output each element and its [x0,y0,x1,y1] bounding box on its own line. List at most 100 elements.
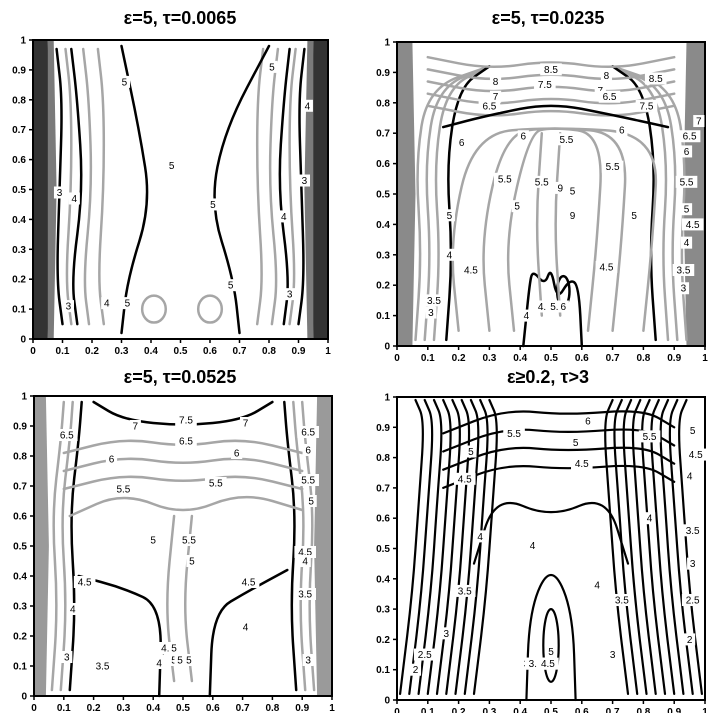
x-tick-label: 0.7 [236,703,250,713]
contour-line [454,398,480,695]
contour-label: 6 [234,449,240,460]
contour-label: 5.5 [559,135,573,146]
contour-line [613,398,639,695]
contour-label-bg [687,424,699,437]
y-tick-label: 0.4 [376,574,390,585]
contour-label-bg [681,524,704,537]
contour-label: 3.5 [427,296,441,307]
contour-label: 5 [548,647,554,658]
contour-label-bg [601,160,624,173]
contour-label: 6.5 [301,428,315,439]
x-tick-label: 0.1 [421,353,435,364]
contour-line [426,104,676,117]
contour-label-bg [453,472,476,485]
contour-line [611,65,679,342]
y-tick-label: 0.1 [12,305,26,316]
contour-label: 5 [269,62,275,73]
contour-label-bg [55,429,78,441]
contour-line [92,400,274,426]
x-tick-label: 0.8 [262,346,276,357]
contour-label-bg [105,453,118,465]
x-tick-label: 0.6 [575,707,589,713]
contour-label-bg [174,654,186,666]
x-tick-label: 0.1 [421,707,435,713]
contour-line [68,495,304,518]
contour-line [255,47,265,326]
x-tick-label: 0.5 [176,703,190,713]
contour-panel-3: ε=5, τ=0.0525 0 0.1 0.2 0.3 0.4 0.5 0.6 0.7 0.8 0.… [13,367,335,713]
contour-label: 4 [477,532,483,543]
contour-line [50,400,66,692]
contour-label: 7.5 [179,416,193,427]
contour-line [62,475,304,491]
y-tick-label: 0.3 [12,245,26,256]
contour-label-bg [638,430,661,443]
contour-line [426,92,676,105]
contour-label: 6 [109,455,115,466]
x-tick-label: 0.5 [544,353,558,364]
contour-label-bg [284,288,296,301]
contour-label-bg [413,648,436,661]
x-tick-label: 0.3 [115,346,129,357]
contour-label-bg [237,576,260,588]
contour-label-bg [153,657,165,669]
contour-label-bg [607,648,619,661]
y-tick-label: 0 [21,692,27,703]
contour-label: 5.5 [535,177,549,188]
contour-label-bg [204,477,227,489]
contour-label-bg [570,436,582,449]
contour-label-bg [67,603,79,615]
contour-label-bg [266,60,278,73]
contour-line [463,398,489,695]
y-tick-label: 0.1 [376,311,390,322]
contour-label-bg [566,209,579,222]
contour-line [96,47,106,326]
x-tick-label: 0.3 [116,703,130,713]
contour-label: 4 [530,541,536,552]
y-tick-label: 0.5 [376,544,390,555]
x-tick-label: 0.1 [56,346,70,357]
contour-line [408,398,434,695]
contour-label-bg [186,555,198,567]
contour-label-bg [571,457,593,470]
contour-label-bg [68,192,80,205]
contour-label: 5 [447,211,453,222]
contour-label-bg [635,99,658,112]
contour-label-bg [465,445,477,458]
contour-label: 4.5 [541,659,555,670]
contour-label-bg [598,90,621,103]
contour-label-bg [681,594,704,607]
x-tick-label: 0.5 [544,707,558,713]
contour-label: 4 [647,514,653,525]
contour-label: 5 [150,536,156,547]
y-tick-label: 0.7 [376,129,390,140]
contour-line [659,398,685,695]
contour-label: 7 [243,419,249,430]
contour-line [535,131,544,317]
shaded-region [34,396,49,696]
contour-label-bg [489,75,502,88]
contour-label: 5 [573,438,579,449]
contour-label: 3.5 [96,662,110,673]
x-tick-label: 0.9 [295,703,309,713]
contour-label-bg [73,576,96,588]
contour-label: 3 [690,559,696,570]
contour-label: 6 [520,132,526,143]
y-tick-label: 0.7 [376,483,390,494]
contour-label: 4.5 [575,459,589,470]
y-tick-label: 0.3 [376,250,390,261]
contour-label: 7.5 [640,101,654,112]
contour-loop [196,294,224,324]
contour-line [472,398,498,695]
contour-label: 4.5 [78,578,92,589]
contour-line [482,127,627,333]
contour-label-bg [554,181,566,194]
y-tick-label: 0.1 [376,665,390,676]
x-tick-label: 0.4 [144,346,158,357]
y-tick-label: 0.2 [376,281,390,292]
panel-title: ε=5, τ=0.0235 [492,8,605,28]
contour-label: 4 [70,605,76,616]
contour-label: 3 [428,308,434,319]
y-tick-label: 0.1 [13,662,27,673]
contour-line [120,44,149,335]
